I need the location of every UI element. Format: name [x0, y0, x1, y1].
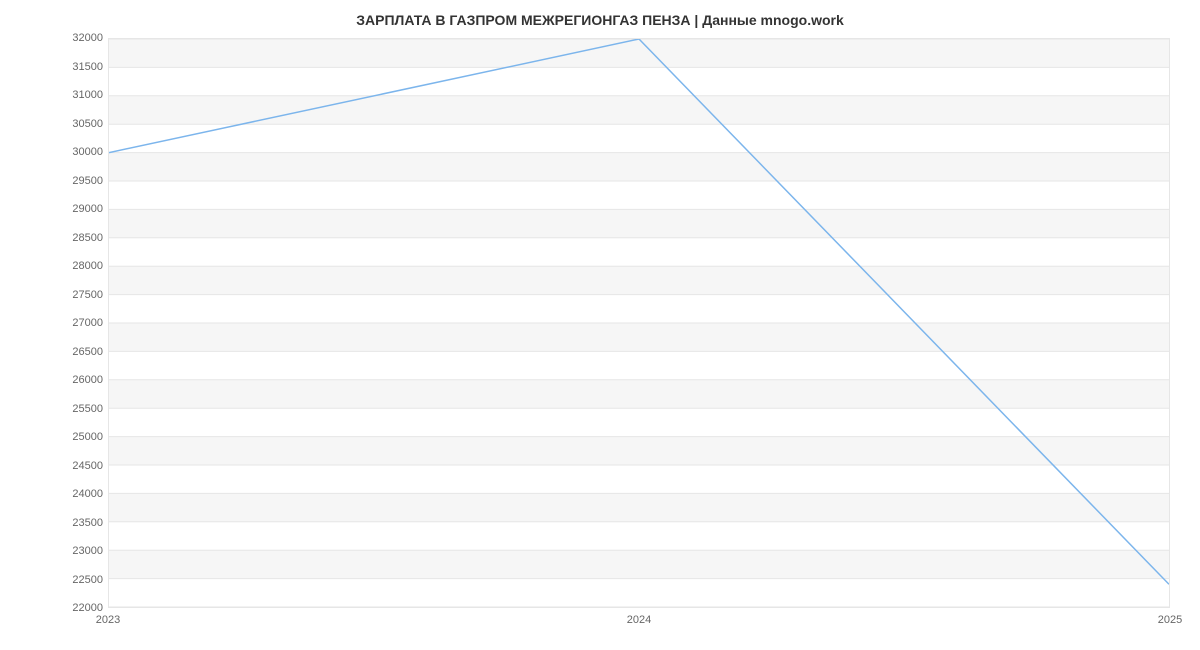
y-tick-label: 24000 — [72, 488, 103, 500]
y-tick-label: 27500 — [72, 289, 103, 301]
y-tick-label: 27000 — [72, 317, 103, 329]
y-tick-label: 22000 — [72, 602, 103, 614]
y-tick-label: 30500 — [72, 118, 103, 130]
grid-lines — [109, 39, 1169, 607]
x-axis-labels: 202320242025 — [108, 614, 1170, 634]
y-tick-label: 28000 — [72, 260, 103, 272]
y-tick-label: 29000 — [72, 203, 103, 215]
y-tick-label: 32000 — [72, 32, 103, 44]
y-tick-label: 25500 — [72, 403, 103, 415]
y-axis-labels: 2200022500230002350024000245002500025500… — [0, 38, 103, 608]
x-tick-label: 2025 — [1158, 614, 1182, 626]
plot-area — [108, 38, 1170, 608]
x-tick-label: 2024 — [627, 614, 651, 626]
chart-title: ЗАРПЛАТА В ГАЗПРОМ МЕЖРЕГИОНГАЗ ПЕНЗА | … — [0, 12, 1200, 28]
y-tick-label: 31500 — [72, 61, 103, 73]
y-tick-label: 24500 — [72, 460, 103, 472]
y-tick-label: 29500 — [72, 175, 103, 187]
y-tick-label: 26000 — [72, 374, 103, 386]
y-tick-label: 22500 — [72, 574, 103, 586]
chart-svg — [109, 39, 1169, 607]
grid-bands — [109, 39, 1169, 579]
y-tick-label: 28500 — [72, 232, 103, 244]
x-tick-label: 2023 — [96, 614, 120, 626]
y-tick-label: 26500 — [72, 346, 103, 358]
y-tick-label: 30000 — [72, 146, 103, 158]
y-tick-label: 25000 — [72, 431, 103, 443]
y-tick-label: 23500 — [72, 517, 103, 529]
chart-container: ЗАРПЛАТА В ГАЗПРОМ МЕЖРЕГИОНГАЗ ПЕНЗА | … — [0, 0, 1200, 650]
y-tick-label: 23000 — [72, 545, 103, 557]
y-tick-label: 31000 — [72, 89, 103, 101]
